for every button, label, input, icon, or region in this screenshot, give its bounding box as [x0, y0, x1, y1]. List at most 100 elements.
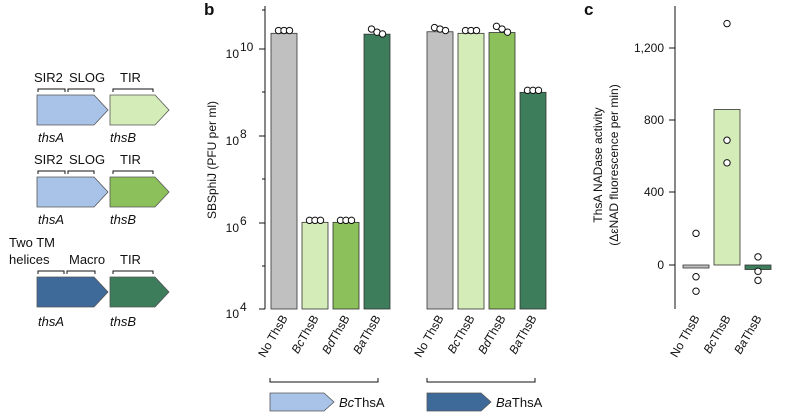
gene-label-thsA: thsA [38, 212, 64, 227]
gene-label-thsA: thsA [38, 130, 64, 145]
y-tick-label-1e10: 10 [226, 47, 240, 61]
group-bracket-ba [426, 378, 536, 383]
category-label-b-4-italic: Ba [350, 336, 370, 356]
category-label-b-6: BcThsB [444, 313, 477, 356]
y-tick-label-400: 400 [644, 185, 664, 199]
gene-thsB-arrow [109, 176, 170, 208]
point-c-1-1 [692, 229, 700, 238]
point-c-1-2 [692, 273, 700, 281]
group-label-ba-rest: ThsA [512, 395, 543, 410]
point-b-2-3 [316, 216, 325, 225]
point-c-1-3 [692, 287, 700, 295]
point-c-2-1 [723, 19, 731, 28]
y-ticks-b [259, 9, 265, 310]
point-b-6-3 [472, 26, 481, 35]
point-c-3-3 [754, 276, 762, 285]
panel-letter-b: b [204, 0, 214, 19]
bar-b-7 [488, 32, 516, 310]
gene-label-thsB: thsB [110, 130, 136, 145]
gene-thsA-arrow [36, 94, 109, 126]
bracket-tir [112, 170, 154, 174]
group-label-ba: BaThsA [496, 395, 543, 410]
y-tick-exp-1e8: 8 [240, 127, 247, 141]
point-b-7-3 [503, 28, 512, 36]
bracket-tir [112, 88, 154, 92]
group-label-bc-rest: ThsA [354, 395, 385, 410]
panel-c: c ThsA NADase activity (ΔεNAD fluorescen… [584, 0, 772, 360]
category-label-b-1: No ThsB [255, 313, 290, 360]
category-label-b-2-rest: ThsB [295, 313, 321, 344]
category-label-c-3: BaThsB [731, 313, 764, 357]
operon-3: Two TM helices Macro TIR thsA thsB [9, 235, 170, 329]
bar-b-8 [519, 91, 547, 310]
domain-label-tir: TIR [120, 252, 141, 267]
category-label-c-3-italic: Ba [731, 336, 751, 356]
tick-base: 10 [226, 221, 240, 235]
bracket-slog [67, 88, 95, 92]
tick-base: 10 [226, 307, 240, 321]
y-tick-labels-b: 10 10 10 8 10 6 10 4 [226, 40, 254, 321]
bar-b-1 [270, 32, 298, 310]
bar-b-4 [363, 33, 391, 310]
point-b-4-3 [378, 30, 387, 38]
category-label-b-4-rest: ThsB [357, 313, 383, 344]
gene-thsB-arrow [109, 94, 170, 126]
group-label-bc: BcThsA [339, 395, 385, 410]
category-label-b-6-italic: Bc [444, 337, 463, 356]
category-label-c-1: No ThsB [667, 313, 702, 360]
category-label-c-2-italic: Bc [700, 337, 719, 356]
gene-thsB-arrow [109, 276, 170, 308]
y-ticks-c [669, 47, 675, 266]
y-tick-exp-1e10: 10 [240, 40, 254, 54]
group-arrow-ba [426, 392, 492, 412]
point-c-3-1 [754, 253, 762, 261]
domain-label-macro: Macro [69, 252, 105, 267]
gene-thsA-arrow [36, 176, 109, 208]
category-label-b-2-italic: Bc [288, 337, 307, 356]
bracket-macro [66, 270, 96, 274]
panel-a: SIR2 SLOG TIR thsA thsB SIR2 SLOG TIR th… [9, 70, 170, 329]
domain-label-tir: TIR [120, 70, 141, 85]
category-label-b-6-rest: ThsB [451, 313, 477, 344]
point-c-2-2 [723, 136, 731, 144]
y-axis-label-c-line1: ThsA NADase activity [591, 107, 605, 222]
domain-label-tir: TIR [120, 152, 141, 167]
gene-label-thsA: thsA [38, 314, 64, 329]
y-axis-label-b: SBSphiJ (PFU per ml) [205, 101, 219, 219]
y-tick-label-1200: 1,200 [634, 41, 664, 55]
gene-label-thsB: thsB [110, 212, 136, 227]
category-label-c-3-rest: ThsB [738, 313, 764, 344]
point-b-7-2 [498, 25, 506, 33]
category-label-b-5: No ThsB [411, 313, 446, 360]
category-label-b-8-italic: Ba [506, 336, 526, 356]
group-arrow-bc [269, 392, 335, 412]
category-label-c-2: BcThsB [700, 313, 733, 356]
point-b-3-3 [347, 216, 356, 225]
bracket-slog [67, 170, 95, 174]
y-tick-label-800: 800 [644, 113, 664, 127]
category-label-b-7: BdThsB [475, 313, 508, 357]
panel-b: b SBSphiJ (PFU per ml) 10 10 10 8 10 6 1… [204, 0, 547, 412]
domain-label-sir2: SIR2 [34, 70, 63, 85]
y-tick-exp-1e6: 6 [240, 214, 247, 228]
bars-c [682, 109, 772, 270]
category-label-b-1-rest: No ThsB [255, 313, 290, 360]
category-label-c-1-rest: No ThsB [667, 313, 702, 360]
category-label-b-7-rest: ThsB [482, 313, 508, 344]
category-label-b-8-rest: ThsB [513, 313, 539, 344]
category-label-b-3-italic: Bd [319, 336, 339, 356]
group-label-ba-italic: Ba [496, 395, 512, 410]
category-label-b-4: BaThsB [350, 313, 383, 357]
bars-b [270, 31, 547, 310]
point-b-5-3 [441, 26, 450, 35]
y-tick-label-1e4: 10 [226, 307, 240, 321]
points-b [274, 22, 543, 225]
domain-label-sir2: SIR2 [34, 152, 63, 167]
y-tick-label-1e8: 10 [226, 134, 240, 148]
point-b-8-3 [534, 86, 543, 95]
panel-letter-c: c [584, 0, 593, 19]
group-label-bc-italic: Bc [339, 395, 355, 410]
point-c-2-3 [723, 159, 731, 167]
